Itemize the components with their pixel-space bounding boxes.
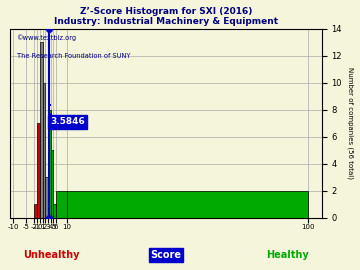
Bar bbox=[67, 191, 308, 218]
Bar bbox=[40, 42, 42, 218]
Bar bbox=[35, 204, 37, 218]
Text: 3.5846: 3.5846 bbox=[50, 117, 85, 126]
Bar bbox=[48, 110, 50, 218]
Text: ©www.textbiz.org: ©www.textbiz.org bbox=[17, 34, 77, 41]
Bar bbox=[50, 150, 53, 218]
Bar bbox=[42, 83, 45, 218]
Text: Score: Score bbox=[150, 250, 181, 260]
Text: Healthy: Healthy bbox=[266, 250, 309, 260]
Bar bbox=[37, 123, 40, 218]
Y-axis label: Number of companies (56 total): Number of companies (56 total) bbox=[347, 67, 353, 179]
Title: Z’-Score Histogram for SXI (2016)
Industry: Industrial Machinery & Equipment: Z’-Score Histogram for SXI (2016) Indust… bbox=[54, 7, 278, 26]
Text: Unhealthy: Unhealthy bbox=[23, 250, 79, 260]
Bar bbox=[45, 177, 48, 218]
Text: The Research Foundation of SUNY: The Research Foundation of SUNY bbox=[17, 53, 130, 59]
Bar bbox=[53, 204, 56, 218]
Bar bbox=[56, 191, 67, 218]
